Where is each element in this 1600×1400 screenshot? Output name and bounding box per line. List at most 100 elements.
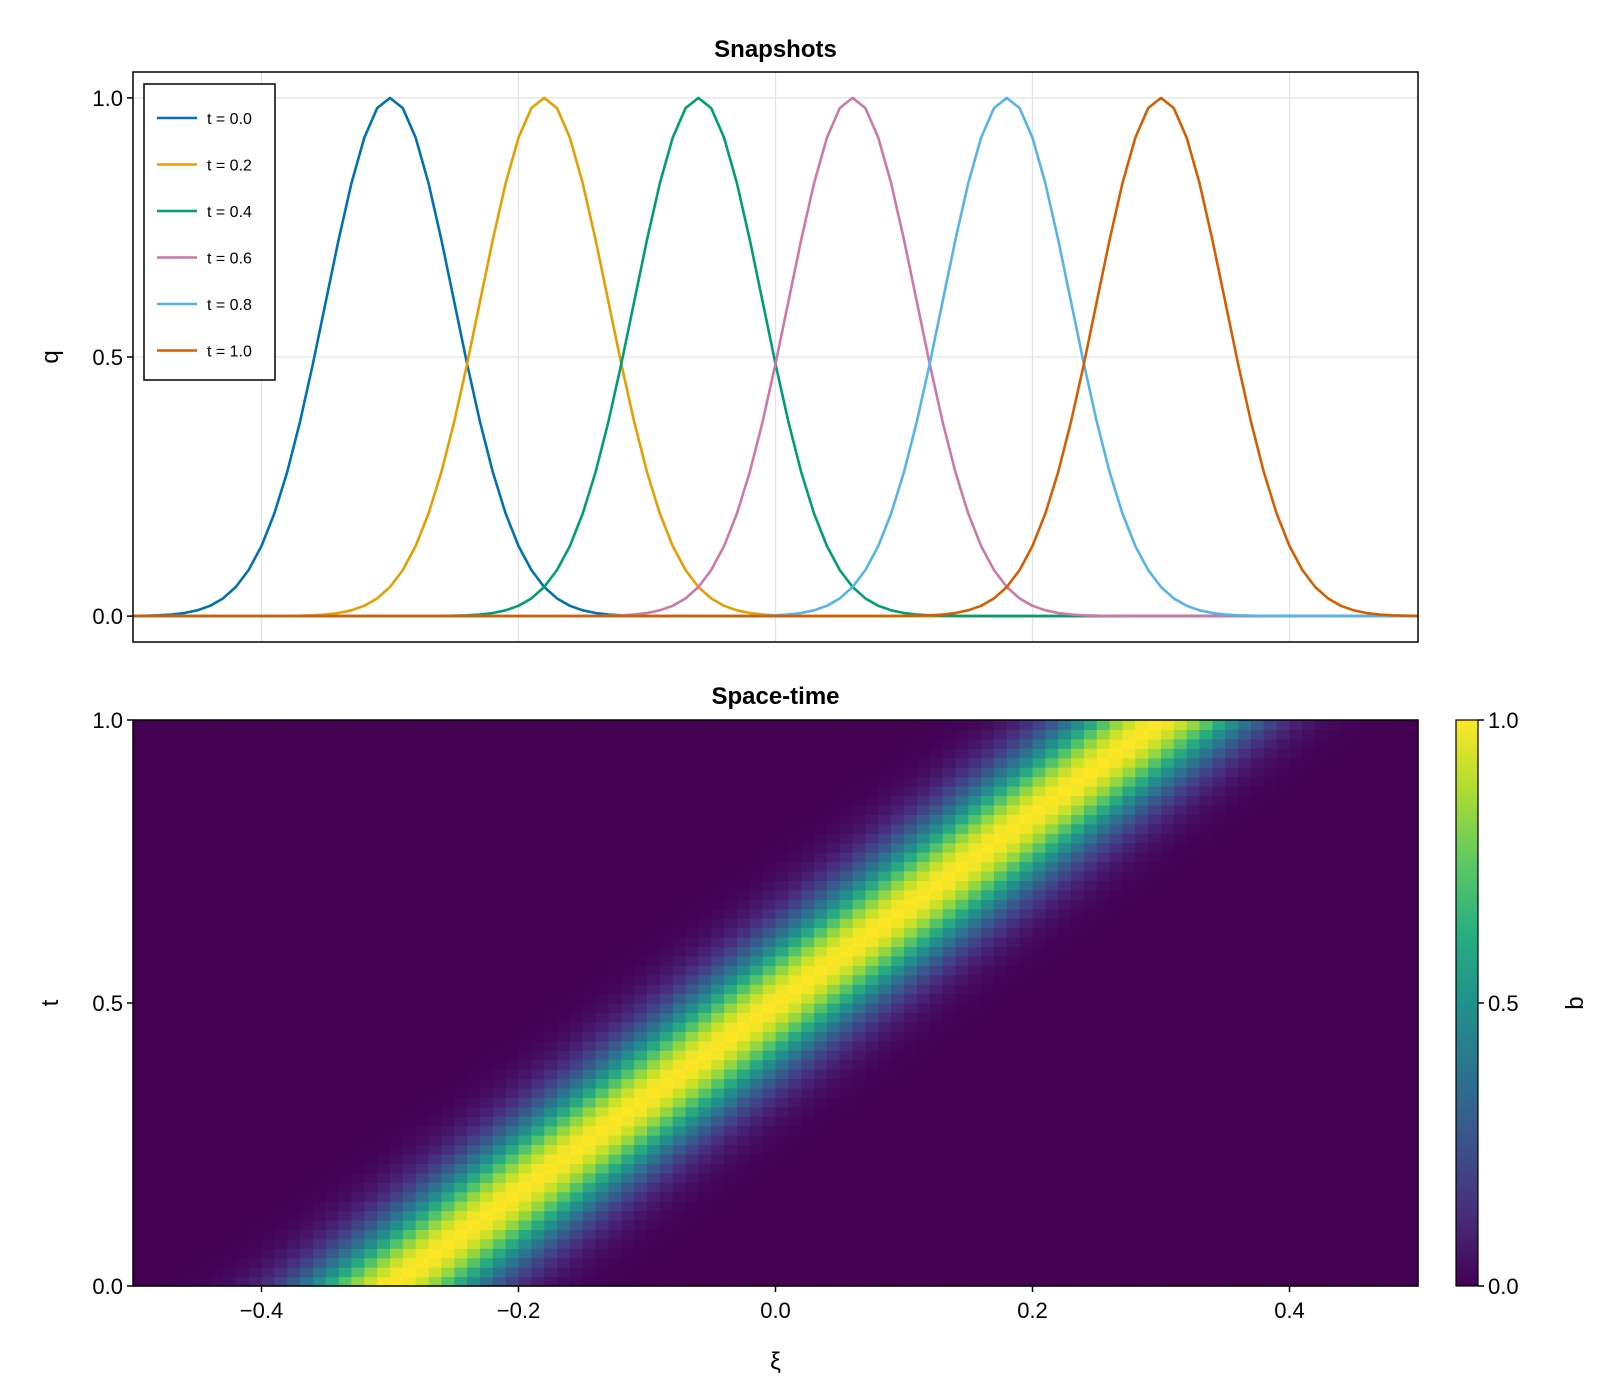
heatmap-cell bbox=[711, 1031, 725, 1042]
heatmap-cell bbox=[274, 1012, 288, 1023]
heatmap-cell bbox=[1366, 1201, 1381, 1212]
heatmap-cell bbox=[467, 1116, 481, 1127]
heatmap-cell bbox=[479, 936, 494, 947]
heatmap-cell bbox=[634, 936, 648, 947]
heatmap-cell bbox=[955, 1021, 969, 1032]
heatmap-cell bbox=[762, 1097, 777, 1108]
heatmap-cell bbox=[981, 1267, 995, 1278]
heatmap-cell bbox=[351, 1257, 365, 1268]
heatmap-cell bbox=[634, 1201, 648, 1212]
heatmap-cell bbox=[1135, 946, 1149, 957]
heatmap-cell bbox=[158, 1191, 173, 1202]
heatmap-cell bbox=[1340, 1182, 1355, 1193]
heatmap-cell bbox=[1122, 1116, 1136, 1127]
heatmap-cell bbox=[441, 1238, 455, 1249]
heatmap-cell bbox=[441, 1153, 455, 1164]
heatmap-cell bbox=[762, 1135, 777, 1146]
heatmap-cell bbox=[544, 1087, 558, 1098]
heatmap-cell bbox=[1392, 1012, 1406, 1023]
heatmap-cell bbox=[582, 1135, 597, 1146]
heatmap-cell bbox=[826, 974, 841, 985]
heatmap-cell bbox=[377, 1201, 391, 1212]
heatmap-cell bbox=[1109, 936, 1124, 947]
heatmap-cell bbox=[1083, 1031, 1098, 1042]
heatmap-cell bbox=[1045, 1125, 1059, 1136]
heatmap-cell bbox=[1148, 1003, 1162, 1014]
heatmap-cell bbox=[724, 1116, 738, 1127]
heatmap-cell bbox=[364, 870, 378, 881]
heatmap-cell bbox=[402, 861, 417, 872]
heatmap-cell bbox=[1263, 1248, 1278, 1259]
heatmap-cell bbox=[441, 1078, 455, 1089]
heatmap-cell bbox=[325, 1031, 340, 1042]
heatmap-cell bbox=[248, 1191, 263, 1202]
heatmap-cell bbox=[1019, 1012, 1034, 1023]
heatmap-cell bbox=[197, 1182, 211, 1193]
heatmap-cell bbox=[312, 1097, 327, 1108]
heatmap-cell bbox=[685, 1116, 699, 1127]
heatmap-cell bbox=[724, 1172, 738, 1183]
heatmap-cell bbox=[1019, 1021, 1034, 1032]
heatmap-cell bbox=[1006, 946, 1021, 957]
heatmap-cell bbox=[171, 842, 185, 853]
heatmap-cell bbox=[955, 1248, 969, 1259]
heatmap-cell bbox=[415, 946, 430, 957]
heatmap-cell bbox=[248, 1144, 263, 1155]
heatmap-cell bbox=[492, 1172, 507, 1183]
heatmap-cell bbox=[621, 823, 635, 834]
heatmap-cell bbox=[1315, 823, 1329, 834]
heatmap-cell bbox=[441, 1135, 455, 1146]
heatmap-cell bbox=[1392, 852, 1406, 863]
heatmap-cell bbox=[634, 842, 648, 853]
heatmap-cell bbox=[1032, 1078, 1046, 1089]
heatmap-cell bbox=[235, 1106, 250, 1117]
heatmap-cell bbox=[993, 880, 1008, 891]
heatmap-cell bbox=[158, 823, 173, 834]
heatmap-cell bbox=[1302, 927, 1316, 938]
heatmap-cell bbox=[788, 1172, 802, 1183]
heatmap-cell bbox=[441, 1003, 455, 1014]
heatmap-cell bbox=[1366, 1125, 1381, 1136]
heatmap-cell bbox=[467, 1087, 481, 1098]
heatmap-cell bbox=[184, 1219, 198, 1230]
heatmap-cell bbox=[1366, 889, 1381, 900]
heatmap-cell bbox=[1405, 1191, 1419, 1202]
heatmap-cell bbox=[312, 852, 327, 863]
heatmap-cell bbox=[981, 993, 995, 1004]
heatmap-cell bbox=[1096, 1238, 1111, 1249]
heatmap-cell bbox=[479, 1248, 494, 1259]
heatmap-cell bbox=[749, 965, 764, 976]
heatmap-cell bbox=[865, 974, 879, 985]
heatmap-cell bbox=[415, 1078, 430, 1089]
heatmap-cell bbox=[659, 870, 674, 881]
heatmap-cell bbox=[1186, 852, 1201, 863]
heatmap-cell bbox=[634, 833, 648, 844]
heatmap-cell bbox=[1212, 1012, 1226, 1023]
snapshots-title: Snapshots bbox=[714, 36, 837, 63]
heatmap-cell bbox=[1045, 993, 1059, 1004]
heatmap-cell bbox=[634, 1172, 648, 1183]
heatmap-cell bbox=[724, 1276, 738, 1287]
heatmap-cell bbox=[647, 955, 661, 966]
heatmap-cell bbox=[865, 1144, 879, 1155]
heatmap-cell bbox=[647, 1276, 661, 1287]
heatmap-cell bbox=[158, 1135, 173, 1146]
heatmap-cell bbox=[1263, 1031, 1278, 1042]
heatmap-cell bbox=[300, 1153, 314, 1164]
heatmap-cell bbox=[1392, 1267, 1406, 1278]
heatmap-cell bbox=[557, 1031, 571, 1042]
heatmap-cell bbox=[197, 833, 211, 844]
heatmap-cell bbox=[1328, 946, 1342, 957]
heatmap-cell bbox=[1135, 899, 1149, 910]
heatmap-cell bbox=[531, 908, 545, 919]
heatmap-cell bbox=[479, 833, 494, 844]
heatmap-cell bbox=[1250, 918, 1265, 929]
heatmap-cell bbox=[248, 965, 263, 976]
legend-box bbox=[143, 83, 276, 381]
heatmap-cell bbox=[364, 1097, 378, 1108]
heatmap-cell bbox=[531, 1191, 545, 1202]
heatmap-cell bbox=[878, 1125, 892, 1136]
heatmap-cell bbox=[1186, 833, 1201, 844]
heatmap-cell bbox=[1225, 1106, 1239, 1117]
heatmap-cell bbox=[312, 823, 327, 834]
